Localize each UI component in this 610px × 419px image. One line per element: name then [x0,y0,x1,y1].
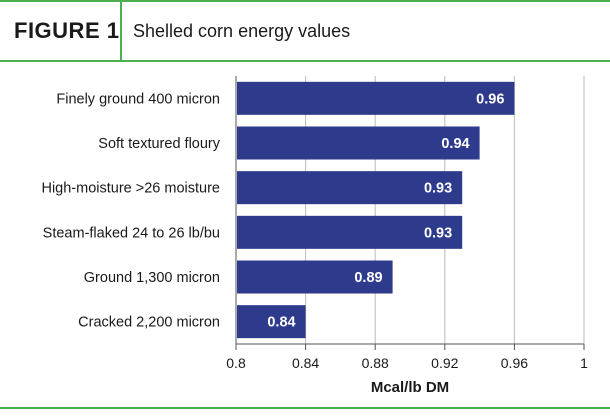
category-label: Cracked 2,200 micron [78,315,220,331]
bars: 0.96 0.94 0.93 0.93 0.89 0.84 [237,81,515,339]
value-label: 0.93 [424,225,452,241]
category-label: Ground 1,300 micron [84,270,220,286]
x-tick-label: 0.84 [292,355,319,371]
header-separator [120,2,122,60]
value-label: 0.94 [441,136,469,152]
bar [237,126,480,160]
bar [237,171,463,205]
category-label: Soft textured floury [98,136,220,152]
axes: 0.8 0.84 0.88 0.92 0.96 1 Finely ground 400 mi… [41,76,588,371]
value-label: 0.96 [476,91,504,107]
value-label: 0.93 [424,181,452,197]
bar [237,81,515,115]
category-label: Finely ground 400 micron [56,91,220,107]
x-axis-title: Mcal/lb DM [371,379,449,396]
value-label: 0.89 [354,270,382,286]
x-tick-label: 0.92 [431,355,458,371]
x-tick-label: 0.8 [226,355,246,371]
bar [237,215,463,249]
category-label: High-moisture >26 moisture [41,181,220,197]
value-label: 0.84 [267,315,295,331]
bottom-rule [0,407,610,409]
figure-header: FIGURE 1 Shelled corn energy values [0,2,610,60]
figure-label: FIGURE 1 [14,18,120,43]
top-rule [0,0,610,2]
grid-lines [305,76,585,344]
x-tick-label: 0.96 [501,355,528,371]
x-tick-label: 0.88 [362,355,389,371]
category-label: Steam-flaked 24 to 26 lb/bu [43,225,220,241]
header-bottom-rule [0,60,610,62]
bar [237,305,306,339]
x-tick-label: 1 [580,355,588,371]
figure-title: Shelled corn energy values [133,21,351,41]
bar [237,260,393,294]
